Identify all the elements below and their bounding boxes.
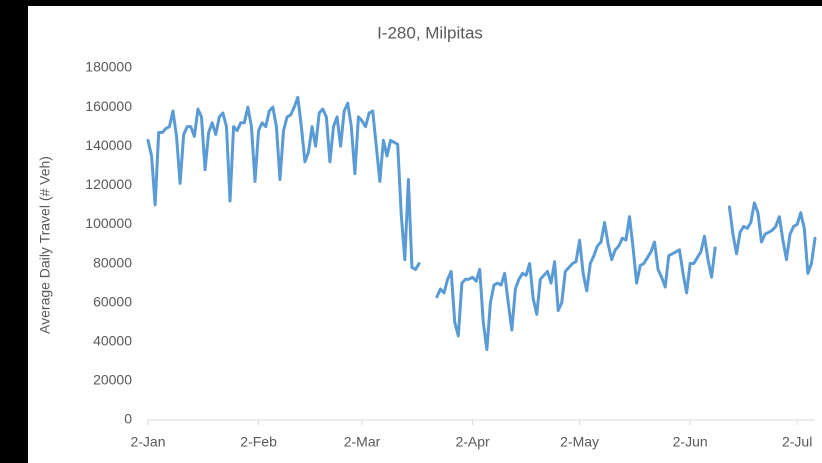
y-tick-label: 140000: [85, 137, 132, 153]
x-tick-label: 2-Jun: [673, 434, 708, 450]
data-line: [146, 95, 817, 352]
y-tick-label: 0: [124, 411, 132, 427]
y-tick-label: 80000: [93, 254, 132, 270]
x-tick-label: 2-Jan: [130, 434, 165, 450]
x-tick-label: 2-Jul: [782, 434, 812, 450]
y-tick-label: 40000: [93, 332, 132, 348]
y-tick-label: 60000: [93, 293, 132, 309]
y-tick-label: 20000: [93, 372, 132, 388]
x-tick-label: 2-Feb: [240, 434, 277, 450]
y-tick-label: 180000: [85, 59, 132, 75]
x-tick-label: 2-Mar: [344, 434, 381, 450]
y-tick-label: 120000: [85, 176, 132, 192]
y-tick-label: 160000: [85, 98, 132, 114]
x-tick-label: 2-May: [560, 434, 599, 450]
y-tick-label: 100000: [85, 215, 132, 231]
chart-title: I-280, Milpitas: [377, 23, 483, 42]
chart-area: [28, 6, 822, 463]
x-tick-label: 2-Apr: [455, 434, 490, 450]
y-axis-label: Average Daily Travel (# Veh): [37, 156, 53, 334]
